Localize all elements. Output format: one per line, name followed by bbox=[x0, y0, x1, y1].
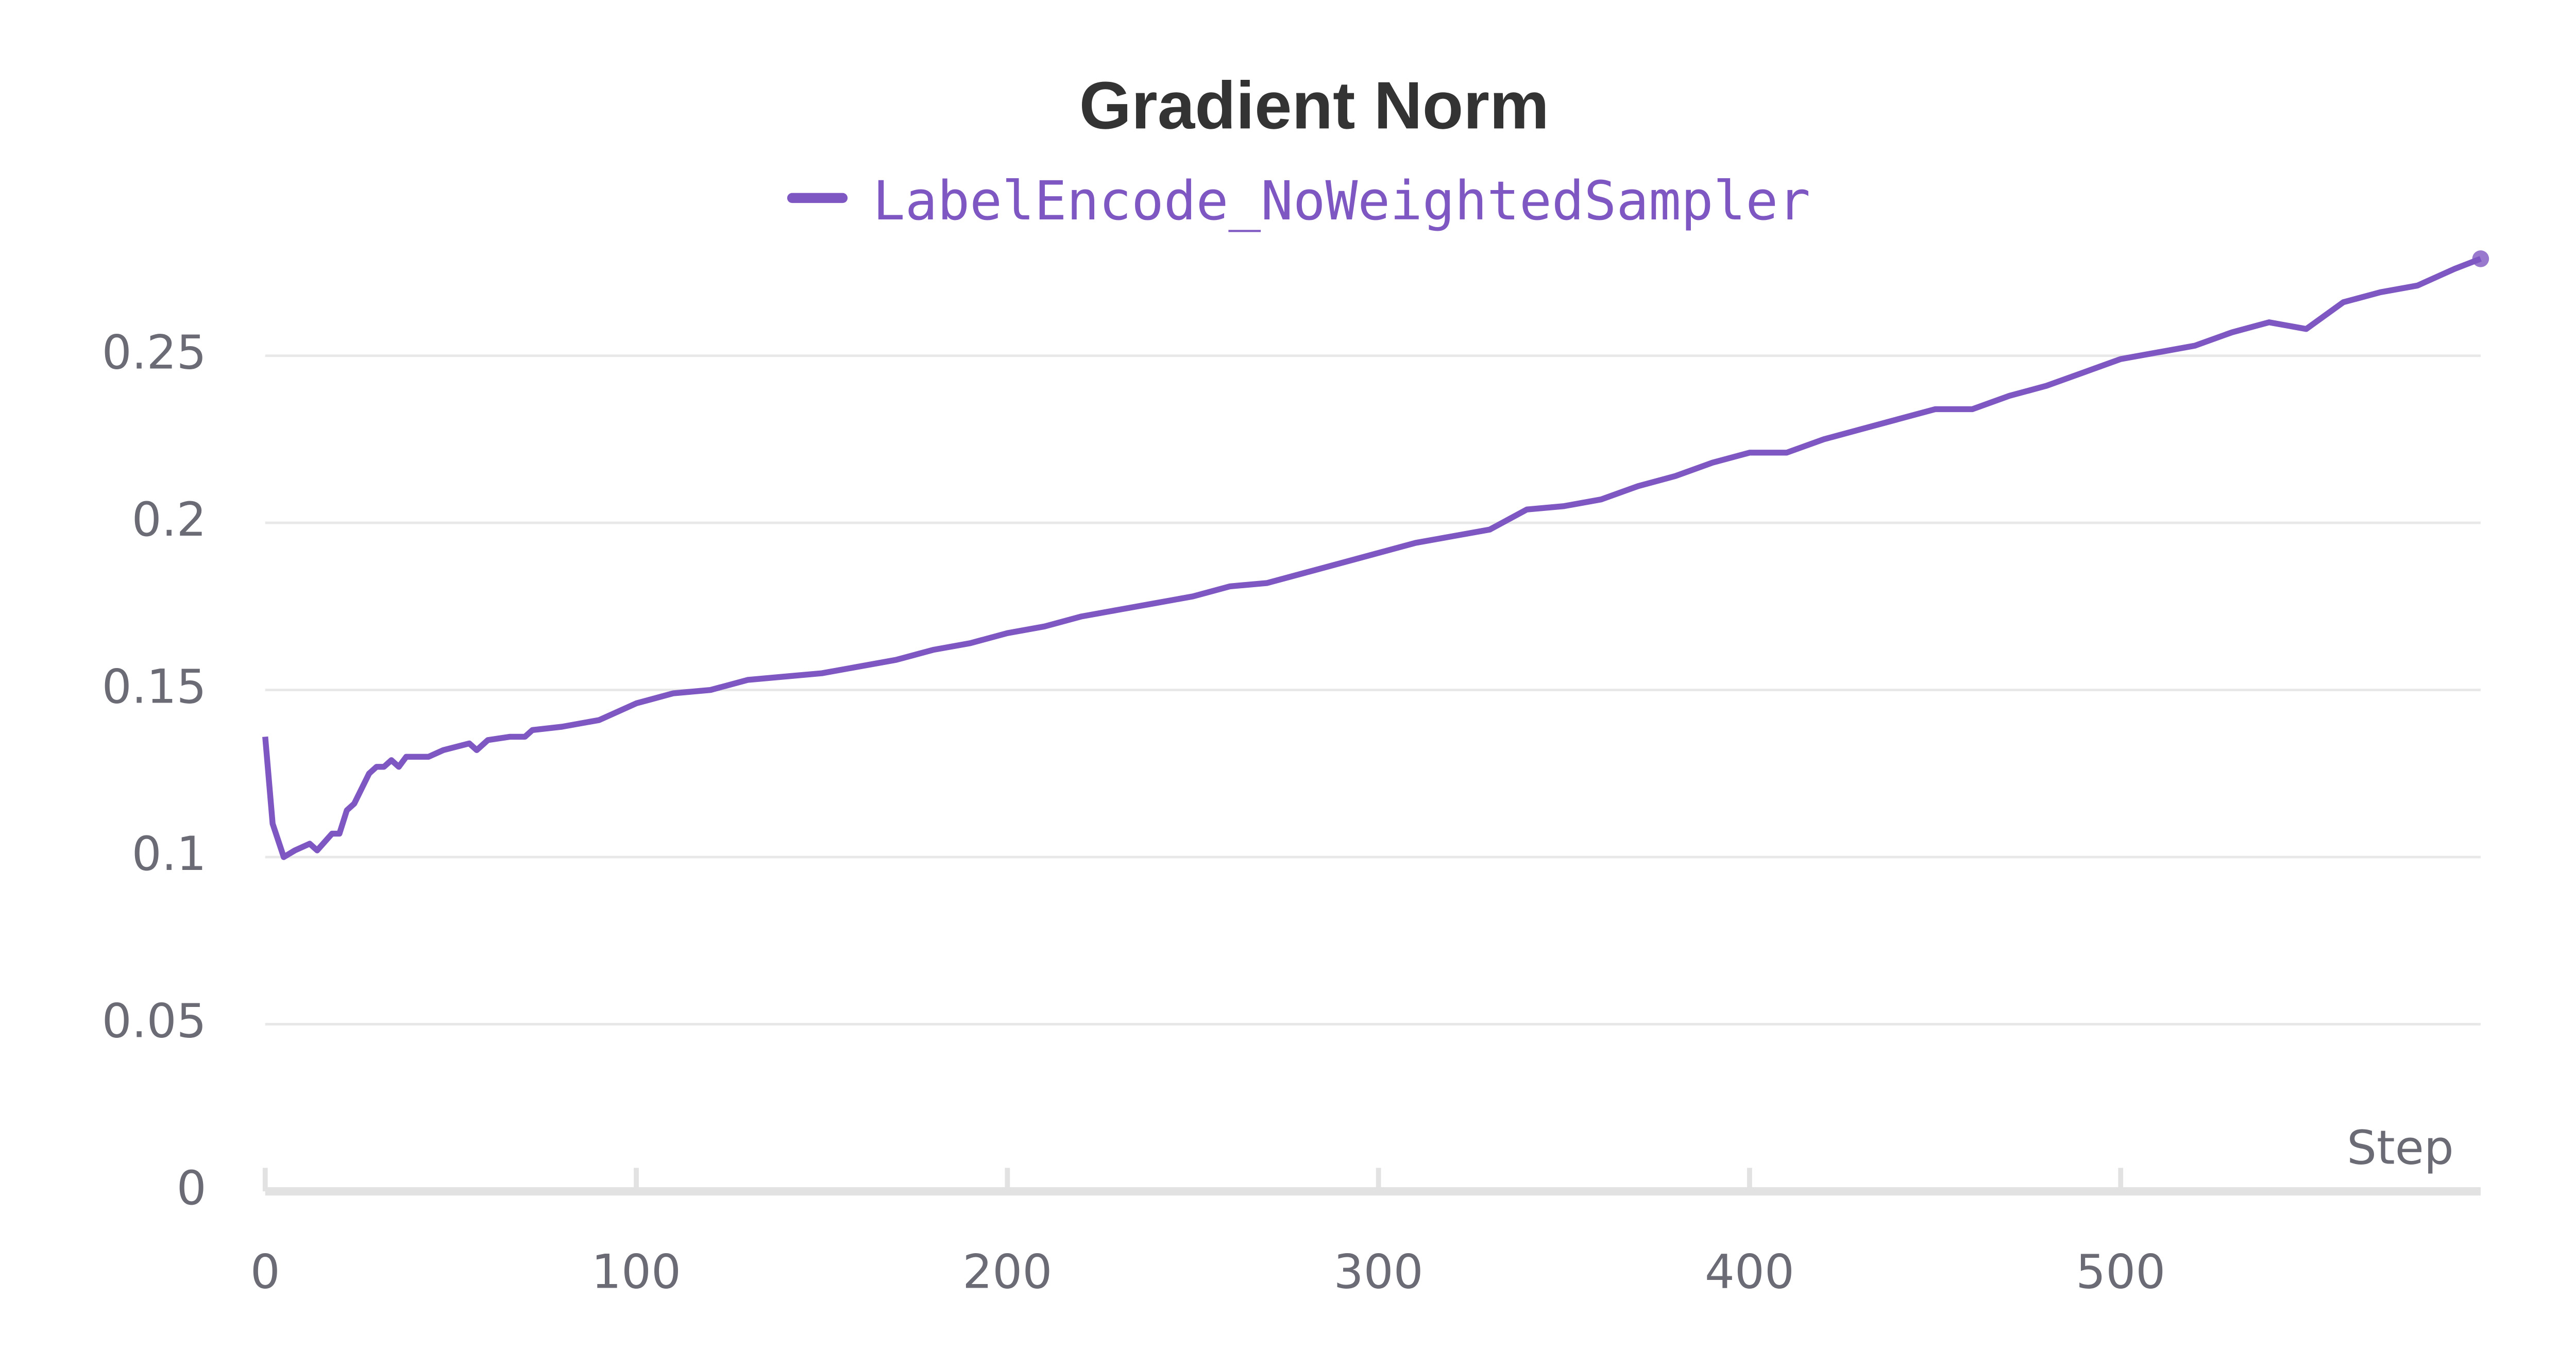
y-tick-label: 0.15 bbox=[102, 659, 207, 714]
x-tick-label: 500 bbox=[2076, 1244, 2165, 1299]
x-tick-label: 200 bbox=[962, 1244, 1052, 1299]
y-tick-label: 0.25 bbox=[102, 325, 207, 380]
x-axis-label: Step bbox=[2347, 1120, 2454, 1175]
y-tick-label: 0 bbox=[177, 1160, 207, 1216]
y-tick-label: 0.05 bbox=[102, 993, 207, 1048]
y-tick-label: 0.1 bbox=[132, 826, 207, 881]
x-tick-label: 300 bbox=[1334, 1244, 1423, 1299]
x-tick-label: 100 bbox=[591, 1244, 681, 1299]
y-tick-label: 0.2 bbox=[132, 492, 207, 547]
x-tick-label: 400 bbox=[1705, 1244, 1794, 1299]
series-line bbox=[262, 256, 2482, 860]
x-tick-label: 0 bbox=[250, 1244, 280, 1299]
end-point bbox=[2472, 250, 2489, 267]
legend-label: LabelEncode_NoWeightedSampler bbox=[873, 169, 1810, 232]
chart-title: Gradient Norm bbox=[1079, 67, 1549, 143]
